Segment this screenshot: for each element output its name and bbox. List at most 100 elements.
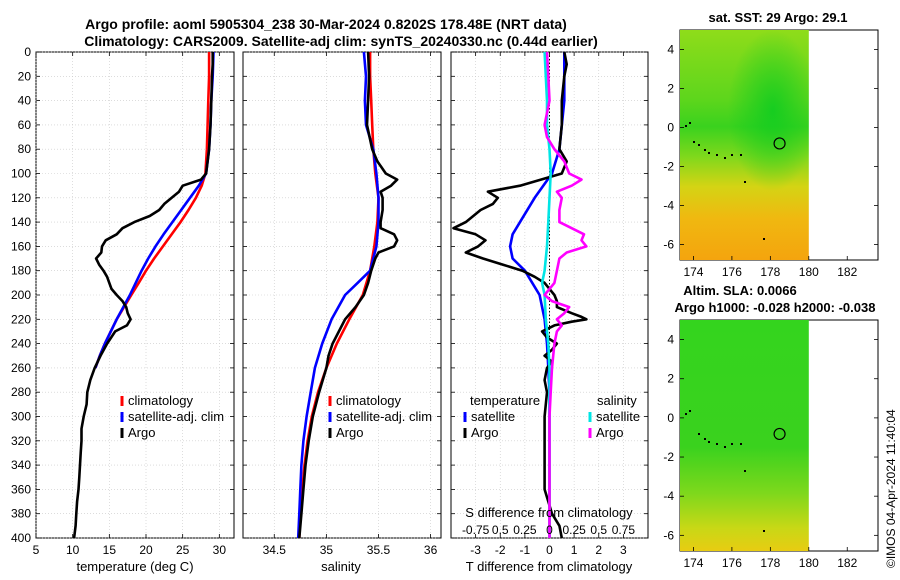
legend-label-sal-argo: Argo — [596, 425, 623, 440]
legend-label-temp-satellite: satellite — [471, 409, 515, 424]
lat-tick-label: 0 — [667, 120, 674, 134]
depth-tick-label: 20 — [18, 69, 32, 83]
salinity-tick-labels: 34.5 35 35.5 36 — [263, 543, 438, 557]
depth-tick-label: 320 — [11, 434, 31, 448]
sst-lon-tick-labels: 174 176 178 180 182 — [683, 256, 858, 279]
depth-tick-label: 140 — [11, 215, 31, 229]
depth-tick-label: 200 — [11, 288, 31, 302]
s-diff-tick-label: 0 — [546, 523, 553, 537]
salinity-panel: 34.5 35 35.5 36 salinity climatology satell… — [242, 51, 442, 574]
salinity-lines — [296, 51, 399, 539]
s-difference-axis-label: S difference from climatology — [465, 505, 633, 520]
depth-tick-label: 100 — [11, 167, 31, 181]
lat-tick-label: 4 — [667, 42, 674, 56]
x-tick-label: 25 — [176, 543, 190, 557]
series-line-argo — [298, 51, 399, 539]
sla-lon-tick-labels: 174 176 178 180 182 — [683, 547, 858, 570]
lat-tick-label: -6 — [663, 528, 674, 542]
x-tick-label: 15 — [103, 543, 117, 557]
x-tick-label: 5 — [33, 543, 40, 557]
depth-tick-label: 240 — [11, 337, 31, 351]
sla-map-title-line2: Argo h1000: -0.028 h2000: -0.038 — [675, 300, 876, 315]
sst-warm-pool — [680, 30, 809, 260]
depth-tick-label: 280 — [11, 385, 31, 399]
legend-label-climatology: climatology — [128, 393, 194, 408]
temperature-legend: climatology satellite-adj. clim Argo — [120, 393, 224, 440]
depth-tick-label: 260 — [11, 361, 31, 375]
difference-top-axis: S difference from climatology -0.75 0.5 0.… — [462, 505, 635, 537]
depth-tick-label: 340 — [11, 458, 31, 472]
temperature-lines — [72, 51, 215, 539]
x-tick-label: 3 — [620, 543, 627, 557]
legend-label-temp-argo: Argo — [471, 425, 498, 440]
lat-tick-label: -2 — [663, 159, 674, 173]
difference-lines — [452, 51, 588, 539]
depth-tick-label: 220 — [11, 312, 31, 326]
difference-legend: temperature salinity satellite Argo sate… — [463, 393, 640, 440]
island-outlines — [685, 122, 765, 240]
x-tick-label: 34.5 — [263, 543, 287, 557]
salinity-x-label: salinity — [321, 559, 361, 574]
s-diff-tick-label: 0.5 — [492, 523, 509, 537]
lon-tick-label: 180 — [799, 265, 819, 279]
temperature-panel: 0 20 40 60 80 100 120 140 160 180 200 220 240 260 280 3… — [11, 45, 235, 574]
depth-tick-label: 160 — [11, 239, 31, 253]
x-tick-label: 0 — [546, 543, 553, 557]
difference-x-label: T difference from climatology — [466, 559, 633, 574]
legend-label-satellite-adj: satellite-adj. clim — [128, 409, 224, 424]
legend-header-temperature: temperature — [470, 393, 540, 408]
lon-tick-label: 176 — [722, 556, 742, 570]
depth-tick-label: 380 — [11, 507, 31, 521]
lon-tick-label: 174 — [683, 556, 703, 570]
depth-tick-label: 80 — [18, 142, 32, 156]
series-line-argo — [72, 52, 214, 539]
s-diff-tick-label: 0.75 — [612, 523, 636, 537]
lat-tick-label: 4 — [667, 333, 674, 347]
lat-tick-label: 0 — [667, 411, 674, 425]
argo-location-marker — [773, 427, 786, 441]
imos-timestamp: ©IMOS 04-Apr-2024 11:40:04 — [884, 409, 898, 568]
lon-tick-label: 174 — [683, 265, 703, 279]
lon-tick-label: 176 — [722, 265, 742, 279]
temperature-grid — [35, 51, 234, 539]
x-tick-label: 30 — [213, 543, 227, 557]
lat-tick-label: -4 — [663, 489, 674, 503]
lon-tick-label: 182 — [837, 265, 857, 279]
s-diff-tick-label: 0.25 — [513, 523, 537, 537]
figure-title-line1: Argo profile: aoml 5905304_238 30-Mar-20… — [85, 16, 567, 32]
depth-tick-label: 0 — [24, 45, 31, 59]
lon-tick-label: 178 — [760, 265, 780, 279]
lon-tick-label: 182 — [837, 556, 857, 570]
legend-label-sal-satellite: satellite — [596, 409, 640, 424]
x-tick-label: 2 — [595, 543, 602, 557]
depth-tick-label: 180 — [11, 264, 31, 278]
salinity-grid — [243, 51, 441, 539]
lon-tick-label: 178 — [760, 556, 780, 570]
x-tick-label: 35 — [320, 543, 334, 557]
x-tick-label: -2 — [495, 543, 506, 557]
sst-map: sat. SST: 29 Argo: 29.1 — [663, 10, 879, 279]
temperature-tick-labels: 5 10 15 20 25 30 — [33, 543, 227, 557]
sla-field — [680, 320, 809, 551]
difference-tick-labels: -3 -2 -1 0 1 2 3 — [470, 543, 627, 557]
sla-lat-tick-labels: 4 2 0 -2 -4 -6 — [663, 333, 878, 542]
difference-panel: -3 -2 -1 0 1 2 3 T difference from climatology… — [450, 51, 649, 574]
legend-label-satellite-adj: satellite-adj. clim — [336, 409, 432, 424]
depth-tick-label: 120 — [11, 191, 31, 205]
legend-label-argo: Argo — [336, 425, 363, 440]
x-tick-label: 1 — [571, 543, 578, 557]
depth-tick-labels: 0 20 40 60 80 100 120 140 160 180 200 220 240 260 280 3… — [11, 45, 31, 545]
x-tick-label: -1 — [520, 543, 531, 557]
depth-tick-label: 60 — [18, 118, 32, 132]
x-tick-label: -3 — [470, 543, 481, 557]
sst-lat-tick-labels: 4 2 0 -2 -4 -6 — [663, 42, 878, 251]
depth-tick-label: 40 — [18, 94, 32, 108]
series-line-salinity-argo — [543, 51, 588, 538]
lat-tick-label: 2 — [667, 372, 674, 386]
legend-label-climatology: climatology — [336, 393, 402, 408]
argo-location-marker — [773, 137, 786, 150]
lat-tick-label: -2 — [663, 450, 674, 464]
depth-tick-label: 300 — [11, 410, 31, 424]
x-tick-label: 20 — [139, 543, 153, 557]
